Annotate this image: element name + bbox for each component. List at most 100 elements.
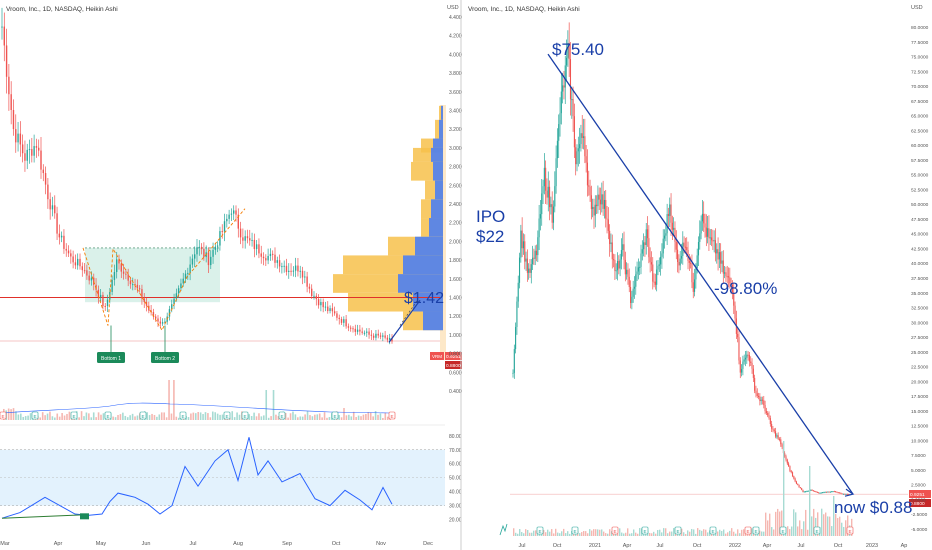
prev-price-tag <box>445 361 463 369</box>
candle-body <box>669 204 671 216</box>
candle-body <box>646 229 649 239</box>
candle-body <box>384 335 386 338</box>
volume-bar <box>803 521 805 536</box>
candle-body <box>841 493 843 495</box>
ipo-price-label: $22 <box>476 227 505 246</box>
candle-body <box>246 236 249 239</box>
rsi-bull-badge <box>80 513 89 520</box>
volume-bar <box>207 413 209 420</box>
candle-body <box>769 418 771 424</box>
candle-body <box>678 261 680 266</box>
candle-body <box>632 288 634 297</box>
earnings-marker-label: E <box>815 529 818 534</box>
price-tick-label: 55.0000 <box>911 173 929 179</box>
volume-bar <box>63 415 66 420</box>
volume-bar <box>314 414 316 420</box>
candle-body <box>688 260 690 263</box>
time-tick-label: Nov <box>376 541 386 547</box>
volume-bar <box>362 414 365 420</box>
candle-body <box>228 214 230 219</box>
earnings-marker-label: E <box>1 414 4 419</box>
candle-body <box>340 319 343 323</box>
candle-body <box>618 260 620 269</box>
volume-bar <box>551 529 553 536</box>
volume-bar <box>657 529 659 536</box>
candle-body <box>207 252 210 266</box>
candle-body <box>19 133 22 145</box>
candle-body <box>705 227 707 237</box>
candle-body <box>329 308 331 312</box>
price-tick-label: 7.5000 <box>911 453 926 459</box>
candle-body <box>716 249 718 254</box>
candle-body <box>106 299 109 306</box>
candle-body <box>333 311 336 314</box>
candle-body <box>699 233 701 242</box>
volume-bar <box>743 529 745 536</box>
volume-bar <box>170 413 173 420</box>
volume-bar <box>809 466 811 536</box>
candle-body <box>596 204 598 207</box>
candle-body <box>3 26 5 46</box>
candle-body <box>555 158 557 187</box>
volume-bar <box>92 412 95 420</box>
volume-bar <box>659 529 661 536</box>
right-chart-panel: Vroom, Inc., 1D, NASDAQ, Heikin Ashi 0.9… <box>462 0 932 550</box>
volume-bar <box>571 531 573 536</box>
time-tick-label: Jul <box>656 543 663 549</box>
volume-bar <box>56 413 59 420</box>
candle-body <box>12 109 15 130</box>
volume-bar <box>563 528 565 536</box>
price-tick-label: 30.0000 <box>911 320 929 326</box>
volume-bar <box>190 413 192 420</box>
volume-bar <box>793 509 795 536</box>
candle-body <box>679 258 681 266</box>
candle-body <box>758 395 760 397</box>
volume-bar <box>831 526 833 536</box>
earnings-marker-label: E <box>573 529 576 534</box>
volume-bar <box>78 417 80 420</box>
candle-body <box>577 148 579 152</box>
candle-body <box>253 239 256 250</box>
volume-bar <box>653 531 655 536</box>
earnings-marker-label: E <box>141 414 144 419</box>
candle-body <box>216 245 219 247</box>
candle-body <box>564 65 566 88</box>
candle-body <box>581 133 583 138</box>
candle-body <box>549 186 551 208</box>
volume-bar <box>367 412 370 420</box>
time-tick-label: Oct <box>332 541 341 547</box>
candle-body <box>223 221 226 232</box>
price-tick-label: 15.0000 <box>911 409 929 415</box>
volume-bar <box>83 416 85 420</box>
volume-bar <box>219 414 221 420</box>
time-tick-label: Sep <box>282 541 292 547</box>
candle-body <box>350 327 352 329</box>
candle-body <box>182 278 184 284</box>
candle-body <box>525 258 527 262</box>
volume-bar <box>561 531 563 536</box>
volume-bar <box>705 529 707 536</box>
earnings-marker-label: E <box>643 529 646 534</box>
candle-body <box>196 247 198 255</box>
volume-bar <box>833 496 835 536</box>
candle-body <box>529 268 531 273</box>
candle-body <box>670 204 672 223</box>
earnings-marker-label: E <box>280 414 283 419</box>
candle-body <box>528 268 530 273</box>
volume-bar <box>88 413 90 420</box>
volume-bar <box>136 415 139 420</box>
volume-bar <box>767 520 769 536</box>
volume-bar <box>260 416 263 420</box>
volume-bar <box>797 526 799 536</box>
candle-body <box>173 298 175 305</box>
candle-body <box>120 263 122 272</box>
candle-body <box>674 227 676 242</box>
price-tick-label: 27.5000 <box>911 335 929 341</box>
price-tick-label: 77.5000 <box>911 40 929 46</box>
left-time-axis: Mar Apr May Jun Jul Aug Sep Oct Nov Dec <box>0 541 433 547</box>
candle-body <box>759 396 761 402</box>
earnings-marker <box>752 526 760 535</box>
candle-body <box>35 146 38 148</box>
candle-body <box>191 258 194 265</box>
